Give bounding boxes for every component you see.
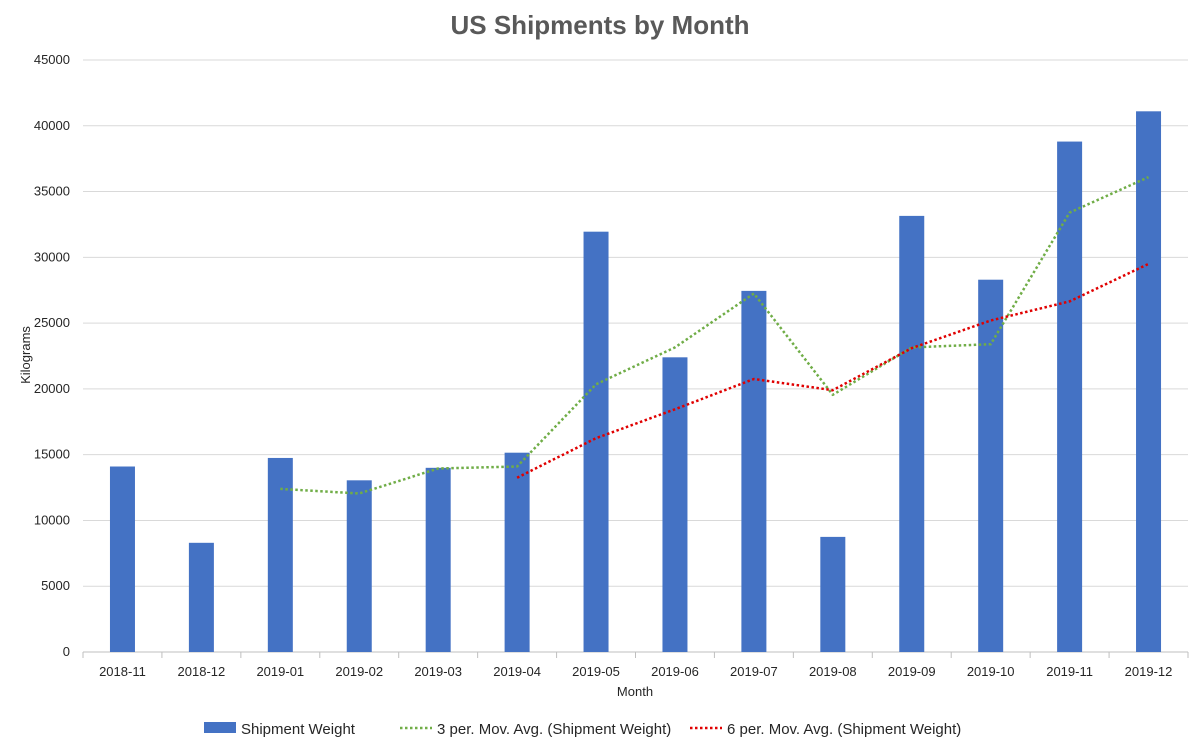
x-tick-label: 2019-10 xyxy=(967,664,1015,679)
bar xyxy=(899,215,925,653)
y-tick-label: 0 xyxy=(63,644,70,659)
bar xyxy=(978,279,1004,652)
x-axis-label: Month xyxy=(617,684,653,699)
y-tick-label: 35000 xyxy=(34,184,70,199)
legend-label: 6 per. Mov. Avg. (Shipment Weight) xyxy=(727,721,961,738)
x-tick-label: 2019-11 xyxy=(1046,664,1093,679)
y-tick-label: 15000 xyxy=(34,447,70,462)
y-tick-label: 30000 xyxy=(34,249,70,264)
x-tick-label: 2019-06 xyxy=(651,664,699,679)
moving-average-3-line xyxy=(280,175,1150,495)
chart-title: US Shipments by Month xyxy=(451,10,750,40)
bar xyxy=(1057,141,1083,652)
x-tick-label: 2018-12 xyxy=(178,664,226,679)
x-tick-label: 2019-01 xyxy=(256,664,304,679)
gridlines xyxy=(82,59,1189,658)
x-tick-label: 2019-02 xyxy=(335,664,383,679)
x-tick-label: 2019-03 xyxy=(414,664,462,679)
x-tick-label: 2019-12 xyxy=(1125,664,1173,679)
bar xyxy=(346,480,372,652)
bar xyxy=(1136,111,1162,653)
bar xyxy=(267,457,293,652)
bar xyxy=(109,466,135,652)
bar xyxy=(583,231,609,652)
bar xyxy=(820,536,846,652)
y-tick-label: 5000 xyxy=(41,578,70,593)
moving-average-6-line xyxy=(516,262,1150,479)
y-tick-label: 25000 xyxy=(34,315,70,330)
y-tick-label: 45000 xyxy=(34,52,70,67)
x-tick-label: 2018-11 xyxy=(99,664,146,679)
x-tick-labels: 2018-11 2018-12 2019-01 2019-02 2019-03 2019-… xyxy=(99,664,1172,679)
y-axis-label: Kilograms xyxy=(18,326,33,384)
y-tick-label: 20000 xyxy=(34,381,70,396)
legend-swatch-bar xyxy=(204,722,236,733)
legend-label: 3 per. Mov. Avg. (Shipment Weight) xyxy=(437,721,671,738)
legend: Shipment Weight 3 per. Mov. Avg. (Shipmen… xyxy=(204,721,961,738)
bar xyxy=(425,467,451,652)
bar-series xyxy=(109,111,1162,653)
x-tick-label: 2019-09 xyxy=(888,664,936,679)
bar xyxy=(188,542,214,652)
y-tick-labels: 0 5000 10000 15000 20000 25000 30000 35000 40000… xyxy=(34,52,70,659)
bar xyxy=(741,290,767,652)
y-tick-label: 10000 xyxy=(34,512,70,527)
x-tick-label: 2019-07 xyxy=(730,664,778,679)
x-tick-label: 2019-05 xyxy=(572,664,620,679)
legend-label: Shipment Weight xyxy=(241,721,356,738)
bar xyxy=(662,357,688,652)
x-tick-label: 2019-04 xyxy=(493,664,541,679)
moving-average-lines xyxy=(280,175,1150,495)
x-tick-label: 2019-08 xyxy=(809,664,857,679)
bar xyxy=(504,452,530,652)
y-tick-label: 40000 xyxy=(34,118,70,133)
